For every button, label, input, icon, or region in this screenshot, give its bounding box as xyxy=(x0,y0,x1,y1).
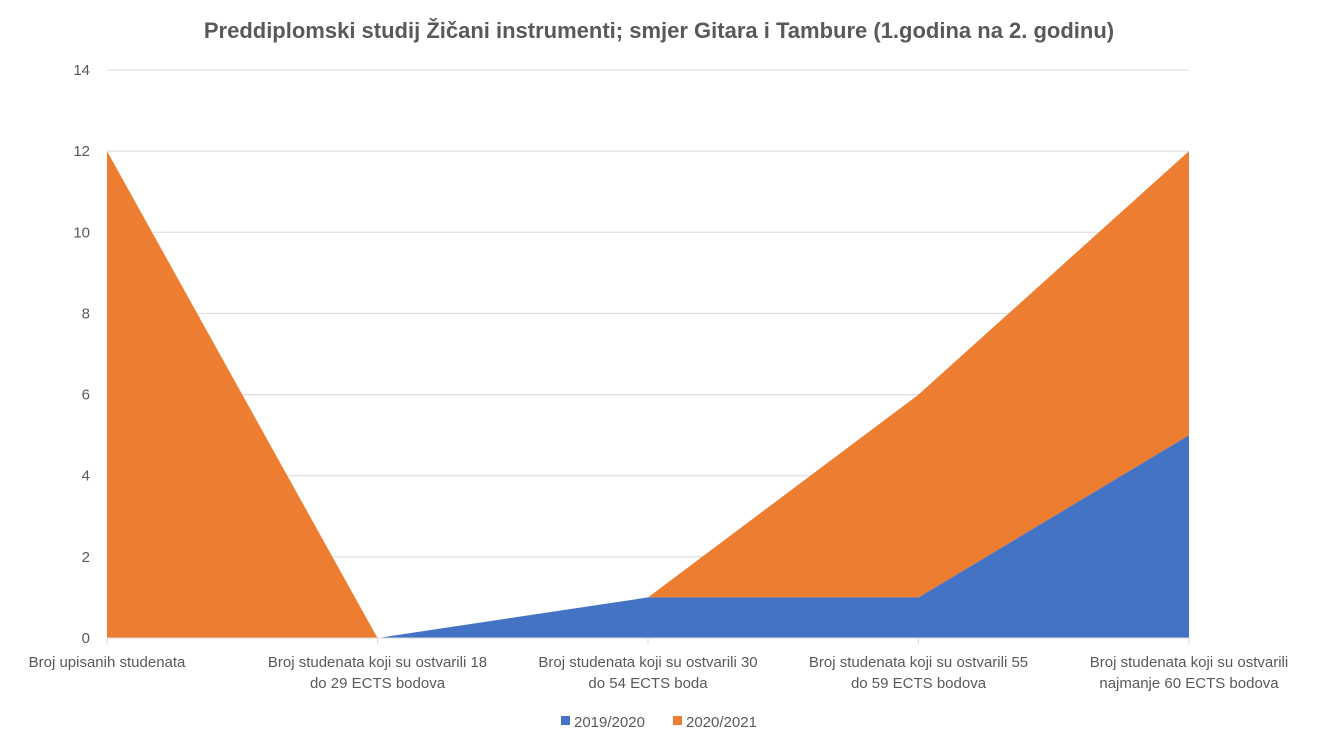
chart-title: Preddiplomski studij Žičani instrumenti;… xyxy=(204,18,1114,43)
x-tick-label: Broj studenata koji su ostvarili 55 do 59… xyxy=(809,654,1028,692)
area-series-2019-2020 xyxy=(107,435,1189,638)
axes: 0 2 4 6 8 10 12 14 Broj upisanih studenata Broj s… xyxy=(29,62,1289,692)
plot-area xyxy=(107,151,1189,638)
legend-swatch xyxy=(561,716,570,725)
y-tick-label: 10 xyxy=(73,224,90,241)
y-tick-label: 8 xyxy=(82,305,90,322)
y-tick-label: 2 xyxy=(82,549,90,566)
legend-label: 2020/2021 xyxy=(686,714,757,731)
y-tick-label: 6 xyxy=(82,387,90,404)
y-tick-label: 14 xyxy=(73,62,90,79)
area-series-2020-2021 xyxy=(107,151,1189,638)
y-tick-label: 4 xyxy=(82,468,90,485)
y-tick-label: 12 xyxy=(73,143,90,160)
x-tick-label: Broj upisanih studenata xyxy=(29,654,186,671)
legend-swatch xyxy=(673,716,682,725)
x-tick-label: Broj studenata koji su ostvarili 18 do 29… xyxy=(268,654,487,692)
legend-label: 2019/2020 xyxy=(574,714,645,731)
x-tick-label: Broj studenata koji su ostvarili 30 do 54… xyxy=(538,654,757,692)
x-tick-label: Broj studenata koji su ostvarili najmanje… xyxy=(1090,654,1288,692)
legend: 2019/2020 2020/2021 xyxy=(561,714,757,731)
y-tick-label: 0 xyxy=(82,630,90,647)
